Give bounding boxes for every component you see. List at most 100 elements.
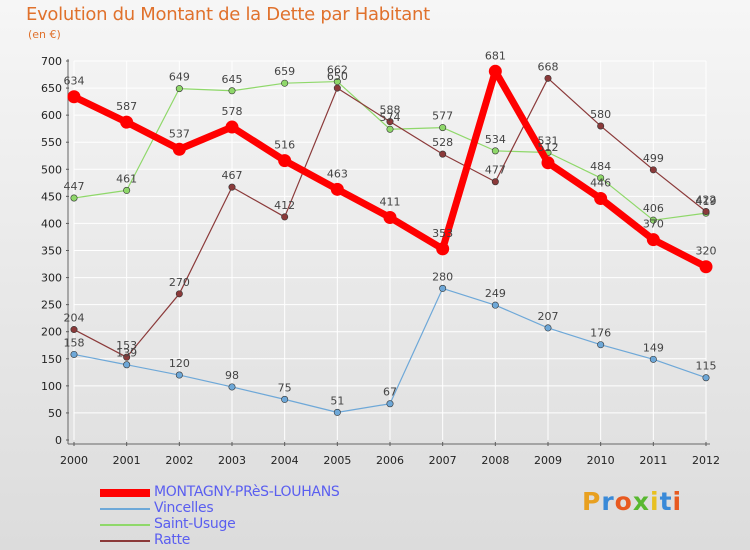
data-point xyxy=(123,361,131,369)
legend-swatch xyxy=(100,540,150,542)
data-label: 149 xyxy=(643,341,664,354)
data-point xyxy=(439,150,447,158)
data-point xyxy=(120,115,134,129)
x-tick-label: 2007 xyxy=(429,454,457,467)
data-point xyxy=(67,90,81,104)
logo-letter: x xyxy=(632,487,650,516)
y-tick-label: 100 xyxy=(41,380,62,393)
y-tick-label: 150 xyxy=(41,353,62,366)
data-point xyxy=(386,118,394,126)
data-label: 499 xyxy=(643,152,664,165)
y-tick-label: 50 xyxy=(48,407,62,420)
y-tick-label: 300 xyxy=(41,272,62,285)
data-label: 634 xyxy=(64,75,85,88)
data-point xyxy=(228,87,236,95)
data-point xyxy=(491,301,499,309)
data-label: 463 xyxy=(327,167,348,180)
data-label: 574 xyxy=(380,111,401,124)
data-point xyxy=(278,154,292,168)
logo-letter: i xyxy=(672,487,683,516)
data-point xyxy=(597,122,605,130)
data-labels: 158 139 120 98 75 51 67 280 249 207 176 149 115 447 46… xyxy=(64,49,717,407)
data-label: 204 xyxy=(64,312,85,325)
data-point xyxy=(330,182,344,196)
data-point xyxy=(699,260,713,274)
x-tick-label: 2005 xyxy=(323,454,351,467)
logo-letter: t xyxy=(659,487,673,516)
data-point xyxy=(383,210,397,224)
data-point xyxy=(649,216,657,224)
data-point xyxy=(544,324,552,332)
data-label: 645 xyxy=(222,73,243,86)
y-tick-label: 600 xyxy=(41,109,62,122)
data-point xyxy=(70,350,78,358)
data-point xyxy=(333,408,341,416)
legend-label: Vincelles xyxy=(154,500,214,516)
data-point xyxy=(228,183,236,191)
data-label: 120 xyxy=(169,357,190,370)
data-point xyxy=(281,213,289,221)
y-tick-label: 450 xyxy=(41,190,62,203)
data-label: 320 xyxy=(696,245,717,258)
data-point xyxy=(702,374,710,382)
data-point xyxy=(225,120,239,134)
data-point xyxy=(123,353,131,361)
data-point xyxy=(386,400,394,408)
data-point xyxy=(594,192,608,206)
legend-label: MONTAGNY-PRèS-LOUHANS xyxy=(154,484,340,500)
data-label: 270 xyxy=(169,276,190,289)
y-tick-label: 200 xyxy=(41,326,62,339)
data-label: 534 xyxy=(485,133,506,146)
data-label: 422 xyxy=(696,194,717,207)
data-point xyxy=(123,186,131,194)
data-label: 531 xyxy=(538,135,559,148)
data-label: 512 xyxy=(538,141,559,154)
data-label: 207 xyxy=(538,310,559,323)
legend-swatch xyxy=(100,508,150,510)
data-label: 537 xyxy=(169,127,190,140)
data-label: 153 xyxy=(116,339,137,352)
y-tick-label: 350 xyxy=(41,245,62,258)
data-label: 280 xyxy=(432,270,453,283)
data-label: 249 xyxy=(485,287,506,300)
x-tick-label: 2011 xyxy=(639,454,667,467)
data-label: 75 xyxy=(278,381,292,394)
legend-label: Saint-Usuge xyxy=(154,516,236,532)
data-label: 516 xyxy=(274,139,295,152)
axes: 0 50 100 150 200 250 300 350 400 450 500 550 600 650 7… xyxy=(41,55,720,467)
legend-swatch xyxy=(100,524,150,526)
data-point xyxy=(228,383,236,391)
data-label: 668 xyxy=(538,60,559,73)
y-tick-label: 700 xyxy=(41,55,62,68)
data-label: 139 xyxy=(116,347,137,360)
data-point xyxy=(491,147,499,155)
chart-unit: (en €) xyxy=(28,28,61,41)
logo-letter: P xyxy=(582,487,602,516)
data-point xyxy=(597,174,605,182)
y-tick-label: 250 xyxy=(41,299,62,312)
data-point xyxy=(175,85,183,93)
data-label: 446 xyxy=(590,177,611,190)
series-layer xyxy=(67,64,713,416)
data-label: 649 xyxy=(169,71,190,84)
data-label: 484 xyxy=(590,160,611,173)
data-point xyxy=(439,284,447,292)
data-label: 650 xyxy=(327,70,348,83)
data-label: 412 xyxy=(274,199,295,212)
y-tick-label: 550 xyxy=(41,136,62,149)
y-tick-label: 0 xyxy=(55,434,62,447)
data-point xyxy=(175,290,183,298)
data-label: 662 xyxy=(327,64,348,77)
data-label: 580 xyxy=(590,108,611,121)
data-point xyxy=(439,124,447,132)
data-label: 370 xyxy=(643,218,664,231)
data-point xyxy=(649,355,657,363)
data-point xyxy=(172,142,186,156)
data-point xyxy=(488,64,502,78)
data-label: 578 xyxy=(222,105,243,118)
data-label: 98 xyxy=(225,369,239,382)
y-tick-label: 400 xyxy=(41,217,62,230)
data-label: 419 xyxy=(696,195,717,208)
logo-letter: r xyxy=(601,487,615,516)
